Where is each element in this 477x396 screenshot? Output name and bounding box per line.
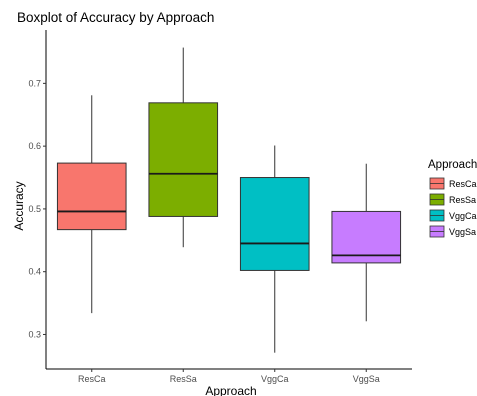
legend-item-vggca: VggCa (429, 209, 477, 222)
legend: Approach ResCa ResSa VggCa VggSa (428, 159, 477, 238)
y-axis: 0.3 0.4 0.5 0.6 0.7 (28, 30, 47, 369)
box-ressa (148, 47, 219, 248)
legend-item-resca: ResCa (429, 177, 477, 190)
y-tick-label: 0.7 (28, 78, 41, 88)
x-tick-label: ResSa (170, 374, 197, 384)
y-tick-label: 0.3 (28, 329, 41, 339)
box-vggsa (331, 163, 402, 322)
plot-area (56, 47, 402, 353)
legend-item-ressa: ResSa (429, 193, 476, 206)
x-axis: ResCa ResSa VggCa VggSa (46, 368, 412, 384)
x-tick-label: VggSa (353, 374, 380, 384)
legend-label: ResSa (449, 195, 476, 205)
x-axis-title: Approach (205, 384, 256, 396)
box-resca (56, 95, 127, 314)
box-rect (148, 102, 219, 217)
chart-title: Boxplot of Accuracy by Approach (17, 10, 214, 25)
legend-label: VggSa (449, 227, 476, 237)
x-tick-label: ResCa (78, 374, 106, 384)
legend-item-vggsa: VggSa (429, 225, 476, 238)
y-tick-label: 0.5 (28, 204, 41, 214)
y-tick-label: 0.6 (28, 141, 41, 151)
y-tick-label: 0.4 (28, 267, 41, 277)
box-rect (331, 210, 402, 264)
box-rect (56, 162, 127, 231)
x-tick-label: VggCa (261, 374, 289, 384)
legend-label: VggCa (449, 211, 477, 221)
legend-label: ResCa (449, 179, 477, 189)
box-rect (239, 177, 310, 271)
box-vggca (239, 145, 310, 353)
y-axis-title: Accuracy (12, 181, 26, 230)
legend-title: Approach (428, 159, 477, 171)
